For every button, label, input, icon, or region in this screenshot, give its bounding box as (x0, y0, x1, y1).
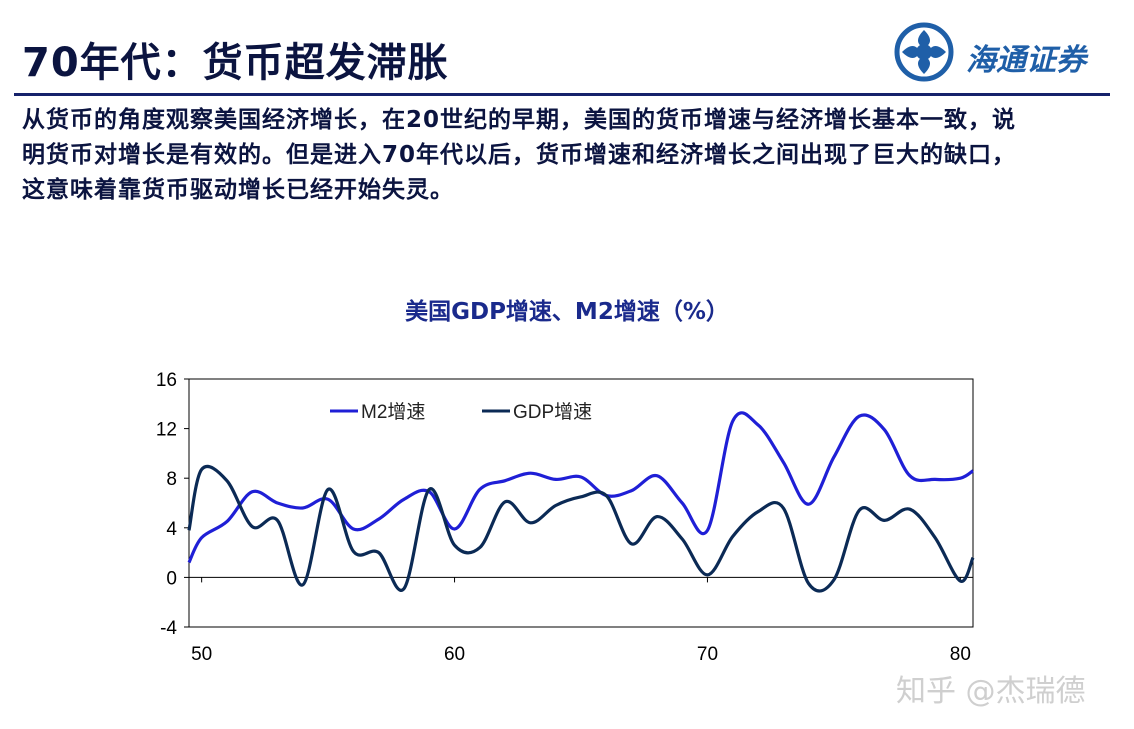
logo-brand-text: 海通证券 (966, 43, 1086, 78)
page-title: 70年代：货币超发滞胀 (22, 40, 449, 86)
x-tick-label: 70 (697, 644, 718, 665)
legend-label: M2增速 (361, 401, 425, 423)
y-tick-label: 0 (166, 568, 177, 589)
watermark: 知乎 @杰瑞德 (896, 674, 1086, 709)
y-tick-label: 8 (166, 469, 177, 490)
plot-area-frame (188, 378, 974, 628)
y-tick-label: 12 (156, 420, 177, 441)
body-paragraph: 从货币的角度观察美国经济增长，在20世纪的早期，美国的货币增速与经济增长基本一致… (22, 103, 1122, 208)
company-logo: 海通证券 (894, 22, 1124, 88)
title-divider (14, 93, 1110, 96)
x-tick-label: 50 (191, 644, 212, 665)
body-line: 明货币对增长是有效的。但是进入70年代以后，货币增速和经济增长之间出现了巨大的缺… (22, 142, 1017, 168)
legend-label: GDP增速 (513, 401, 592, 423)
y-tick-label: 16 (156, 370, 177, 391)
body-line: 从货币的角度观察美国经济增长，在20世纪的早期，美国的货币增速与经济增长基本一致… (22, 107, 1017, 133)
haitong-logo-icon (894, 22, 954, 82)
y-tick-label: 4 (166, 519, 177, 540)
body-line: 这意味着靠货币驱动增长已经开始失灵。 (22, 177, 454, 203)
chart-title: 美国GDP增速、M2增速（%） (405, 299, 729, 325)
x-tick-label: 80 (950, 644, 971, 665)
gdp-series-line (187, 464, 975, 593)
x-tick-label: 60 (444, 644, 465, 665)
y-tick-label: -4 (160, 618, 177, 639)
m2-series-line (187, 411, 974, 564)
